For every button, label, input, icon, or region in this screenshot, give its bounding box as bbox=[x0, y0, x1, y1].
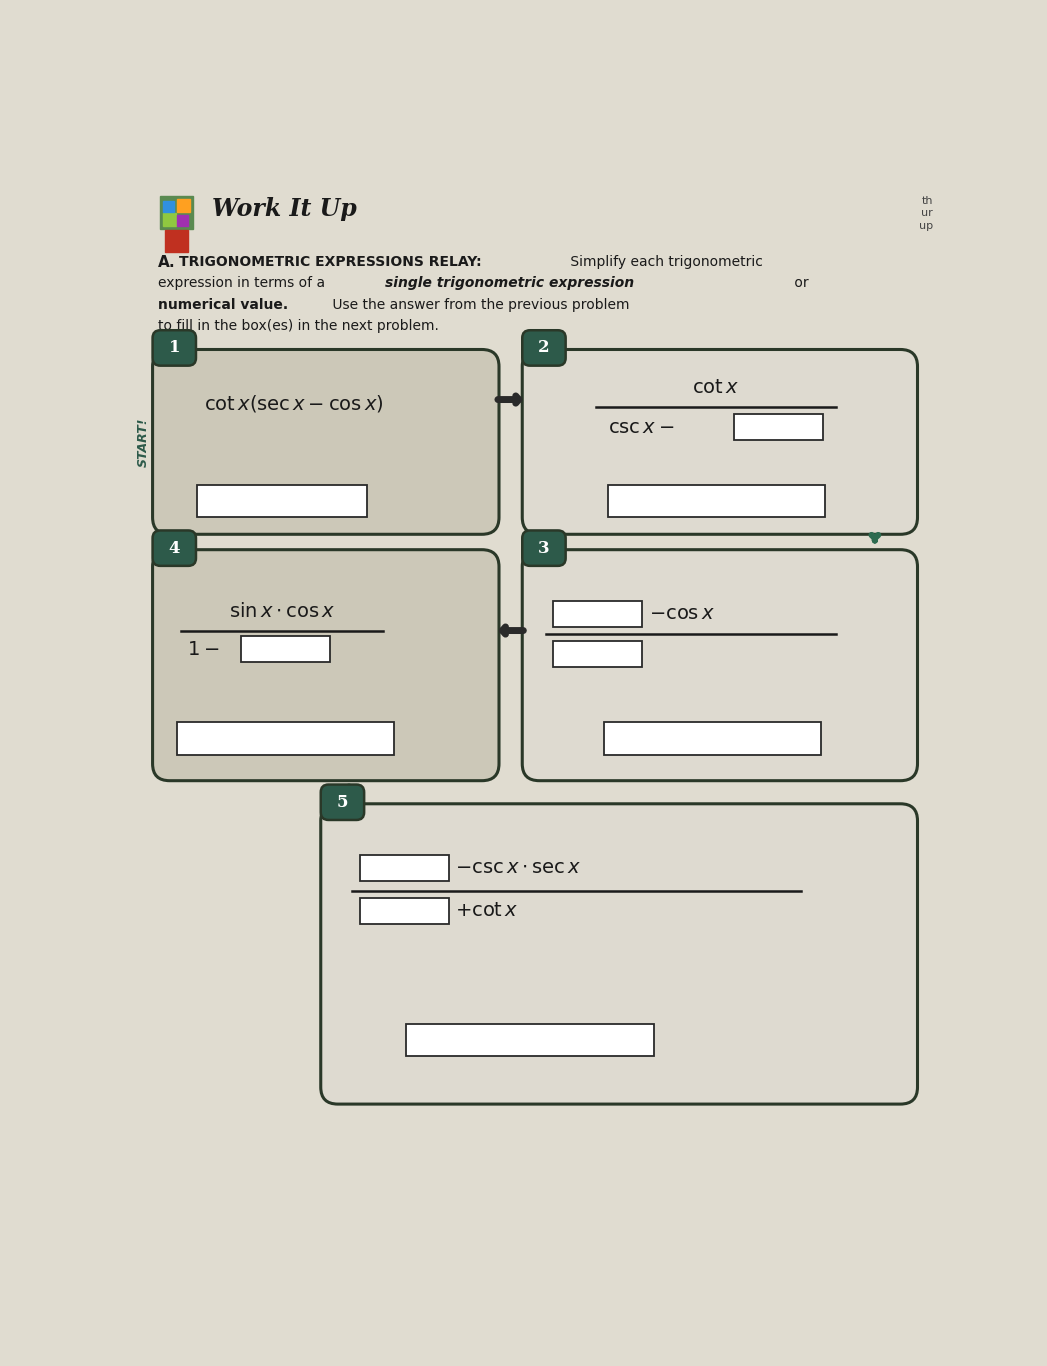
FancyBboxPatch shape bbox=[320, 803, 917, 1104]
Text: expression in terms of a: expression in terms of a bbox=[158, 276, 330, 291]
FancyBboxPatch shape bbox=[522, 530, 565, 566]
Bar bbox=[163, 201, 174, 212]
Text: 5: 5 bbox=[337, 794, 349, 811]
FancyBboxPatch shape bbox=[406, 1024, 654, 1056]
FancyBboxPatch shape bbox=[522, 549, 917, 781]
Bar bbox=[177, 214, 188, 225]
Bar bbox=[165, 229, 188, 251]
FancyBboxPatch shape bbox=[553, 641, 643, 667]
FancyBboxPatch shape bbox=[177, 723, 395, 754]
Text: th: th bbox=[921, 195, 933, 206]
Text: TRIGONOMETRIC EXPRESSIONS RELAY:: TRIGONOMETRIC EXPRESSIONS RELAY: bbox=[179, 255, 482, 269]
Text: $\csc x -$: $\csc x -$ bbox=[607, 418, 674, 437]
Text: numerical value.: numerical value. bbox=[158, 298, 288, 311]
Text: single trigonometric expression: single trigonometric expression bbox=[385, 276, 634, 291]
FancyBboxPatch shape bbox=[153, 549, 499, 781]
Text: 2: 2 bbox=[538, 339, 550, 357]
FancyBboxPatch shape bbox=[359, 897, 448, 923]
Bar bbox=[160, 197, 193, 228]
Text: $1 -$: $1 -$ bbox=[186, 639, 219, 658]
FancyBboxPatch shape bbox=[153, 530, 196, 566]
FancyBboxPatch shape bbox=[553, 601, 643, 627]
Text: $\cot x$: $\cot x$ bbox=[692, 378, 739, 398]
Bar bbox=[177, 199, 190, 212]
FancyBboxPatch shape bbox=[241, 637, 330, 663]
Text: up: up bbox=[919, 220, 933, 231]
Text: 1: 1 bbox=[169, 339, 180, 357]
Text: $- \cos x$: $- \cos x$ bbox=[648, 604, 715, 623]
Text: or: or bbox=[789, 276, 808, 291]
FancyBboxPatch shape bbox=[153, 331, 196, 366]
Text: $- \csc x \cdot \sec x$: $- \csc x \cdot \sec x$ bbox=[454, 858, 581, 877]
FancyBboxPatch shape bbox=[607, 485, 824, 518]
FancyBboxPatch shape bbox=[153, 350, 499, 534]
Text: A.: A. bbox=[158, 255, 176, 269]
FancyBboxPatch shape bbox=[359, 855, 448, 881]
FancyBboxPatch shape bbox=[197, 485, 367, 518]
Text: to fill in the box(es) in the next problem.: to fill in the box(es) in the next probl… bbox=[158, 320, 439, 333]
Text: $+ \cot x$: $+ \cot x$ bbox=[454, 902, 518, 921]
FancyBboxPatch shape bbox=[604, 723, 821, 754]
Text: 4: 4 bbox=[169, 540, 180, 557]
Text: Simplify each trigonometric: Simplify each trigonometric bbox=[566, 255, 763, 269]
Text: $\cot x(\sec x - \cos x)$: $\cot x(\sec x - \cos x)$ bbox=[204, 393, 383, 414]
FancyBboxPatch shape bbox=[522, 331, 565, 366]
Text: Use the answer from the previous problem: Use the answer from the previous problem bbox=[329, 298, 630, 311]
Text: START!: START! bbox=[137, 417, 150, 467]
FancyBboxPatch shape bbox=[734, 414, 823, 440]
FancyBboxPatch shape bbox=[522, 350, 917, 534]
Text: $\sin x \cdot \cos x$: $\sin x \cdot \cos x$ bbox=[229, 602, 335, 620]
Text: Work It Up: Work It Up bbox=[213, 197, 357, 220]
Text: 3: 3 bbox=[538, 540, 550, 557]
Text: ur: ur bbox=[921, 208, 933, 219]
FancyBboxPatch shape bbox=[320, 784, 364, 820]
Bar bbox=[163, 213, 176, 225]
